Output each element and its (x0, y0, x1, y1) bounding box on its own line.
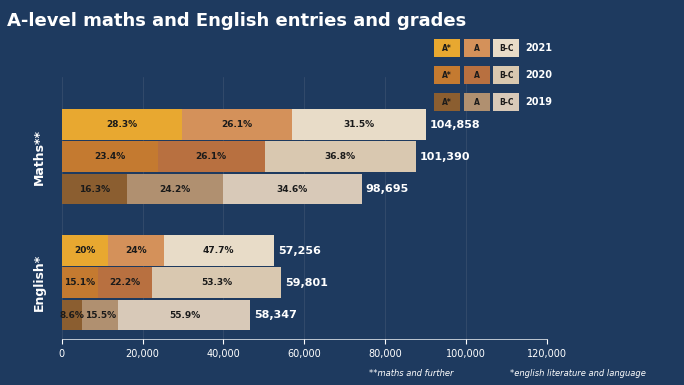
Bar (118, 300, 250, 330)
Text: 2019: 2019 (525, 97, 552, 107)
Text: **maths and further: **maths and further (369, 369, 454, 378)
Bar (62, 141, 157, 172)
Text: 15.5%: 15.5% (85, 310, 116, 320)
Text: B-C: B-C (499, 97, 514, 107)
Text: 34.6%: 34.6% (277, 184, 308, 194)
Bar (182, 109, 293, 140)
Text: 26.1%: 26.1% (222, 120, 252, 129)
Text: 58,347: 58,347 (254, 310, 298, 320)
Text: A-level maths and English entries and grades: A-level maths and English entries and gr… (7, 12, 466, 30)
Text: 2020: 2020 (525, 70, 552, 80)
Bar (62, 109, 182, 140)
Text: 2021: 2021 (525, 43, 552, 53)
Bar (163, 235, 274, 266)
Text: 59,801: 59,801 (285, 278, 328, 288)
Text: 104,858: 104,858 (430, 120, 481, 130)
Text: A*: A* (443, 97, 452, 107)
Text: 53.3%: 53.3% (201, 278, 232, 287)
Text: 24.2%: 24.2% (159, 184, 191, 194)
Text: 57,256: 57,256 (278, 246, 321, 256)
Text: B-C: B-C (499, 70, 514, 80)
Text: 55.9%: 55.9% (169, 310, 200, 320)
Text: 47.7%: 47.7% (203, 246, 235, 255)
Text: 15.1%: 15.1% (64, 278, 95, 287)
Text: 28.3%: 28.3% (106, 120, 137, 129)
Bar (62, 174, 127, 204)
Bar (157, 141, 265, 172)
Text: 20%: 20% (74, 246, 96, 255)
Text: A*: A* (443, 44, 452, 53)
Bar (82, 300, 118, 330)
Text: 36.8%: 36.8% (325, 152, 356, 161)
Bar (127, 174, 223, 204)
Text: Maths**: Maths** (33, 129, 46, 185)
Text: A: A (474, 70, 479, 80)
Bar (62, 268, 98, 298)
Text: 31.5%: 31.5% (343, 120, 375, 129)
Bar (108, 235, 163, 266)
Text: 22.2%: 22.2% (109, 278, 140, 287)
Text: B-C: B-C (499, 44, 514, 53)
Text: 101,390: 101,390 (420, 152, 470, 162)
Bar (293, 109, 426, 140)
Text: A*: A* (443, 70, 452, 80)
Bar (62, 235, 108, 266)
Text: A: A (474, 44, 479, 53)
Text: 8.6%: 8.6% (60, 310, 84, 320)
Text: English*: English* (33, 254, 46, 311)
Text: *english literature and language: *english literature and language (510, 369, 646, 378)
Text: 16.3%: 16.3% (79, 184, 109, 194)
Text: 26.1%: 26.1% (196, 152, 226, 161)
Bar (62, 300, 82, 330)
Bar (265, 141, 416, 172)
Text: 98,695: 98,695 (365, 184, 409, 194)
Text: 23.4%: 23.4% (94, 152, 125, 161)
Bar (223, 174, 362, 204)
Bar (152, 268, 281, 298)
Text: A: A (474, 97, 479, 107)
Text: 24%: 24% (125, 246, 146, 255)
Bar (98, 268, 152, 298)
